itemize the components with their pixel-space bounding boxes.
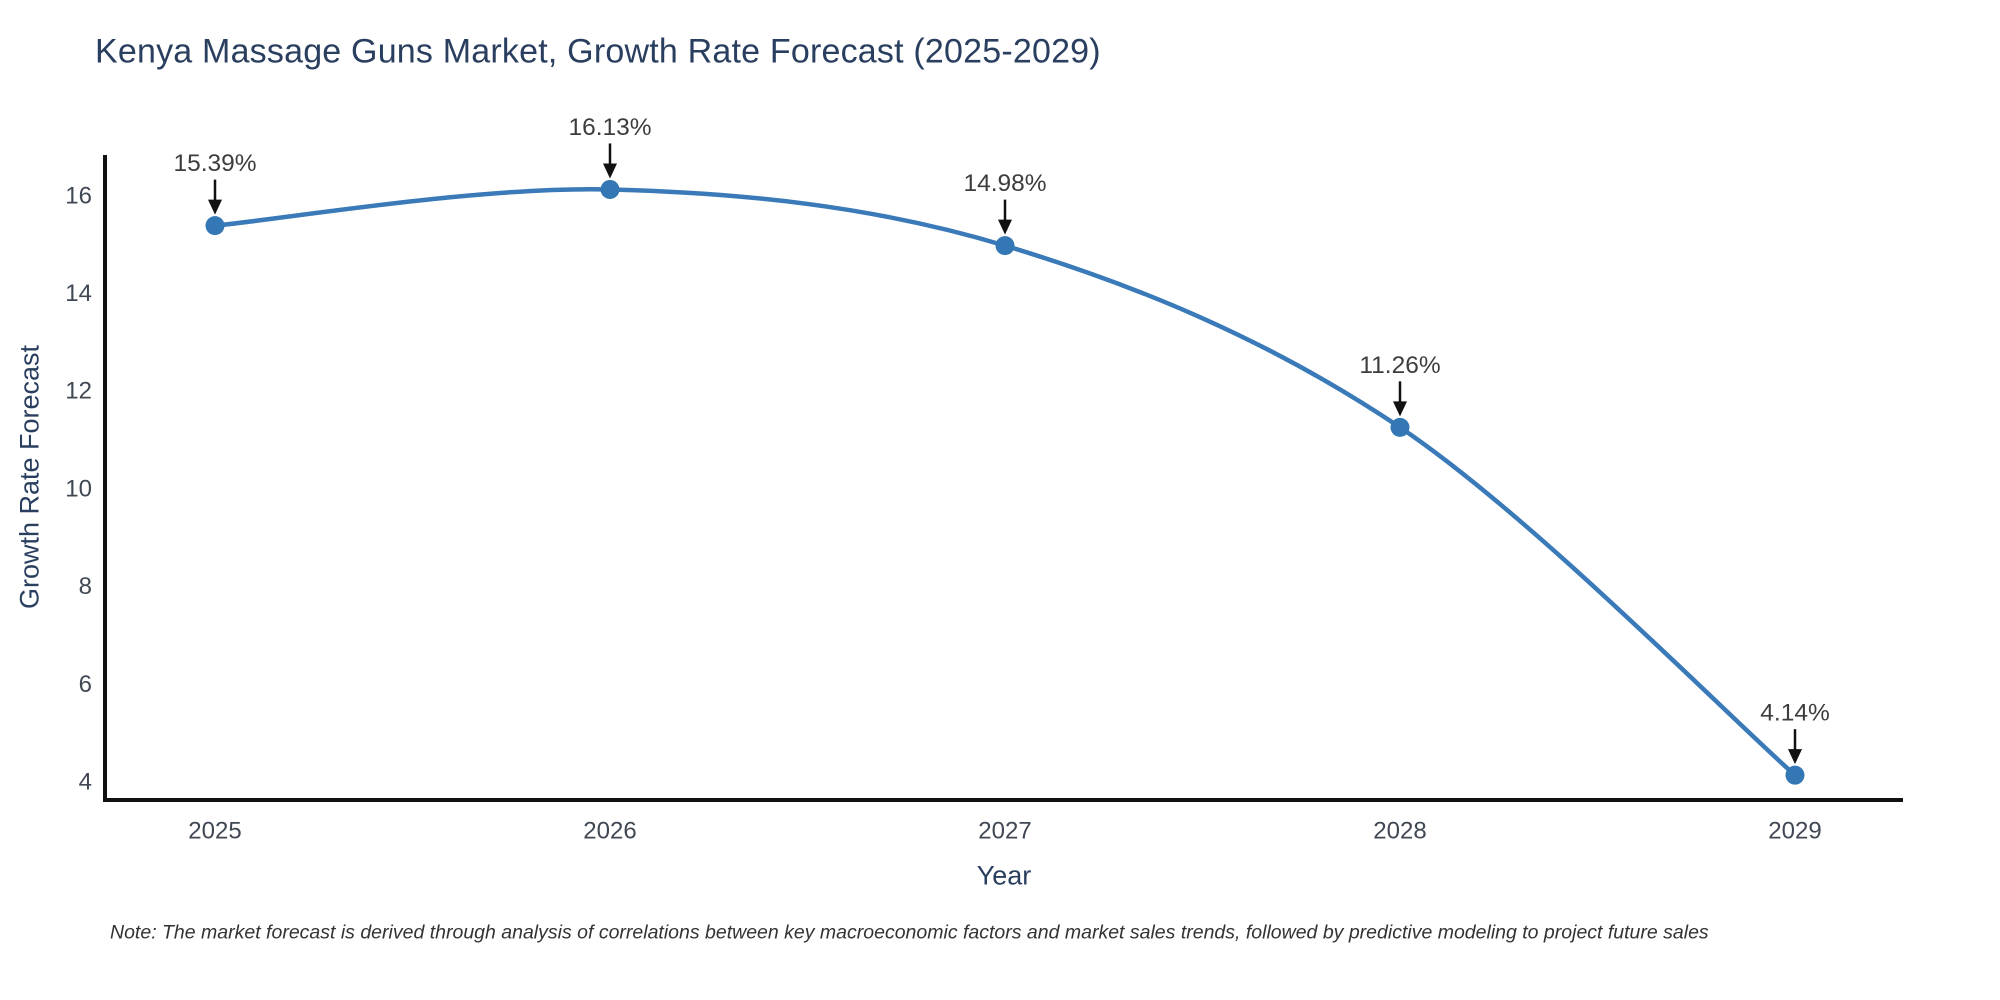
annotation-label: 14.98% (963, 170, 1046, 197)
x-tick-label: 2025 (188, 818, 241, 845)
data-point-marker[interactable] (1390, 417, 1410, 437)
annotation-label: 4.14% (1760, 700, 1829, 727)
data-point-marker[interactable] (1785, 765, 1805, 785)
y-tick-label: 4 (79, 769, 92, 796)
annotation-arrowhead-icon (603, 163, 617, 179)
annotation-label: 11.26% (1359, 352, 1440, 379)
x-axis-title: Year (976, 860, 1032, 891)
chart-title: Kenya Massage Guns Market, Growth Rate F… (95, 32, 1101, 71)
x-tick-label: 2028 (1373, 818, 1426, 845)
y-tick-label: 12 (65, 378, 92, 405)
data-point-marker[interactable] (995, 236, 1015, 256)
annotation-arrowhead-icon (1393, 401, 1407, 417)
y-tick-label: 6 (79, 671, 92, 698)
y-tick-label: 8 (79, 573, 92, 600)
data-point-marker[interactable] (205, 216, 225, 236)
x-tick-label: 2027 (978, 818, 1031, 845)
y-tick-label: 10 (65, 475, 92, 502)
data-point-marker[interactable] (600, 179, 620, 199)
footnote: Note: The market forecast is derived thr… (110, 921, 1709, 944)
y-tick-label: 14 (65, 280, 92, 307)
trend-line (212, 186, 1798, 778)
annotation-label: 15.39% (173, 150, 256, 177)
annotation-arrowhead-icon (998, 219, 1012, 235)
annotation-arrowhead-icon (208, 199, 222, 215)
y-tick-label: 16 (65, 182, 92, 209)
x-tick-label: 2029 (1768, 818, 1821, 845)
annotation-label: 16.13% (568, 114, 651, 141)
annotation-arrowhead-icon (1788, 749, 1802, 765)
x-tick-label: 2026 (583, 818, 636, 845)
